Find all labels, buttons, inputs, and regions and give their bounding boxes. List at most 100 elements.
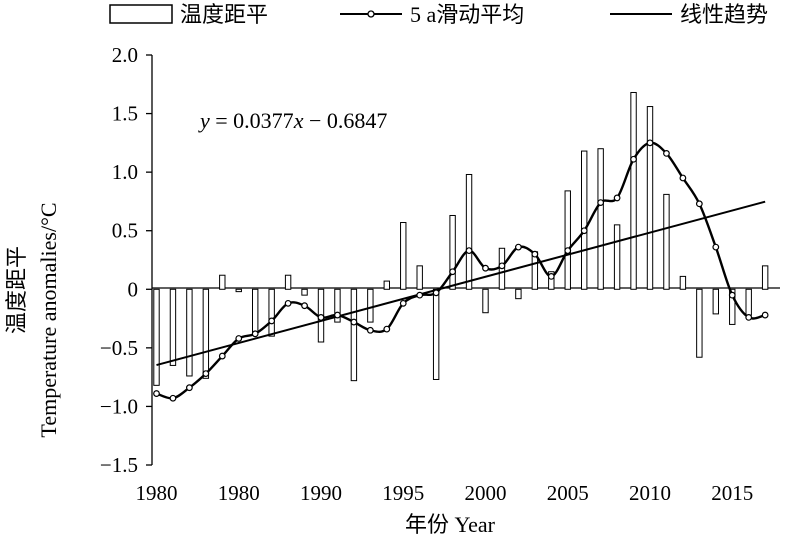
y-axis-title-cn: 温度距平 [4, 246, 29, 334]
moving-average-line [156, 141, 766, 400]
y-tick-label: −0.5 [100, 336, 138, 360]
moving-average-point [531, 250, 539, 258]
anomaly-bar [334, 288, 341, 323]
moving-average-point [630, 155, 637, 163]
anomaly-bar [581, 150, 588, 290]
trend-equation: y = 0.0377x − 0.6847 [198, 108, 387, 133]
anomaly-bar [235, 288, 242, 293]
anomaly-bar [548, 271, 555, 290]
moving-average-point [383, 325, 391, 333]
anomaly-bar [482, 288, 489, 314]
y-tick-label: 0.5 [112, 219, 138, 243]
moving-average-point [498, 262, 506, 270]
anomaly-bar [630, 91, 637, 290]
x-tick-label: 1980 [218, 481, 260, 505]
x-tick-label: 1995 [382, 481, 424, 505]
moving-average-point [646, 139, 654, 147]
anomaly-bar [696, 288, 703, 358]
anomaly-bar [432, 288, 440, 380]
moving-average-point [251, 330, 259, 338]
moving-average-point [580, 227, 588, 235]
moving-average-point [185, 384, 193, 392]
moving-average-point [695, 200, 703, 208]
moving-average-point [350, 318, 358, 326]
trend-line [156, 200, 766, 367]
moving-average-point [597, 199, 605, 207]
y-tick-label: 2.0 [112, 43, 138, 67]
x-tick-label: 2010 [629, 481, 671, 505]
y-tick-label: −1.5 [100, 453, 138, 477]
moving-average-point [334, 311, 341, 319]
moving-average-group [153, 139, 769, 402]
moving-average-point [235, 335, 243, 342]
moving-average-point [761, 311, 769, 319]
anomaly-bar [301, 288, 308, 296]
moving-average-point [712, 243, 720, 251]
anomaly-bar [350, 288, 358, 382]
x-tick-label: 1990 [300, 481, 342, 505]
x-ticks: 1980 1980 1990 1995 2000 2005 2010 2015 [136, 481, 754, 505]
anomaly-bar [465, 173, 473, 290]
moving-average-point [465, 247, 473, 255]
legend-trend-label: 线性趋势 [680, 2, 768, 27]
moving-average-point [613, 194, 621, 202]
anomaly-bar [663, 193, 670, 290]
legend: 温度距平 5 a滑动平均 线性趋势 [109, 2, 768, 27]
moving-average-point [432, 289, 440, 297]
anomaly-bar [712, 288, 719, 315]
anomaly-bar [613, 224, 621, 290]
x-tick-label: 2015 [711, 481, 753, 505]
anomaly-bar [383, 280, 391, 290]
y-tick-label: −1.0 [100, 394, 138, 418]
moving-average-point [153, 390, 160, 397]
y-tick-label: 1.5 [112, 102, 138, 126]
anomaly-bar [400, 222, 407, 290]
legend-moving-label: 5 a滑动平均 [410, 2, 524, 27]
anomaly-bar [186, 288, 193, 377]
moving-average-point [218, 352, 226, 360]
anomaly-bar [367, 288, 374, 323]
legend-moving-marker [367, 10, 375, 18]
moving-average-point [366, 326, 374, 334]
y-tick-label: 0 [128, 277, 139, 301]
anomaly-bar [564, 190, 571, 290]
anomaly-bar [597, 148, 604, 290]
moving-average-point [547, 273, 555, 280]
anomaly-bar [252, 288, 259, 335]
anomaly-bar [729, 288, 736, 325]
moving-average-point [399, 299, 407, 307]
legend-bar-swatch [109, 4, 173, 24]
moving-average-point [449, 268, 457, 276]
anomaly-bar [745, 288, 752, 316]
anomaly-bar [416, 265, 423, 290]
anomaly-bar [679, 275, 687, 290]
moving-average-point [482, 264, 489, 272]
moving-average-point [663, 149, 670, 157]
anomaly-bar [761, 265, 769, 290]
x-tick-label: 1980 [136, 481, 178, 505]
moving-average-point [284, 299, 292, 307]
x-tick-label: 2005 [547, 481, 589, 505]
moving-average-point [169, 394, 177, 402]
y-ticks: 2.0 1.5 1.0 0.5 0 −0.5 −1.0 −1.5 [100, 43, 152, 477]
x-tick-label: 2000 [465, 481, 507, 505]
anomaly-bar [515, 288, 522, 300]
anomaly-bar [268, 288, 275, 337]
y-axis-title-en: Temperature anomalies/°C [36, 202, 61, 437]
moving-average-point [202, 370, 210, 378]
anomaly-bar [219, 274, 226, 290]
anomaly-bar [153, 288, 160, 386]
moving-average-point [301, 302, 308, 310]
moving-average-point [515, 243, 522, 251]
moving-average-point [268, 317, 276, 325]
moving-average-point [679, 174, 687, 182]
anomaly-bar [284, 274, 292, 290]
anomaly-bar [449, 214, 456, 290]
trend-line-group [156, 200, 766, 367]
anomaly-bar [646, 106, 654, 290]
x-axis-title: 年份 Year [405, 512, 496, 537]
moving-average-point [745, 314, 753, 321]
anomaly-bar [202, 288, 210, 379]
anomaly-bar [169, 288, 177, 366]
